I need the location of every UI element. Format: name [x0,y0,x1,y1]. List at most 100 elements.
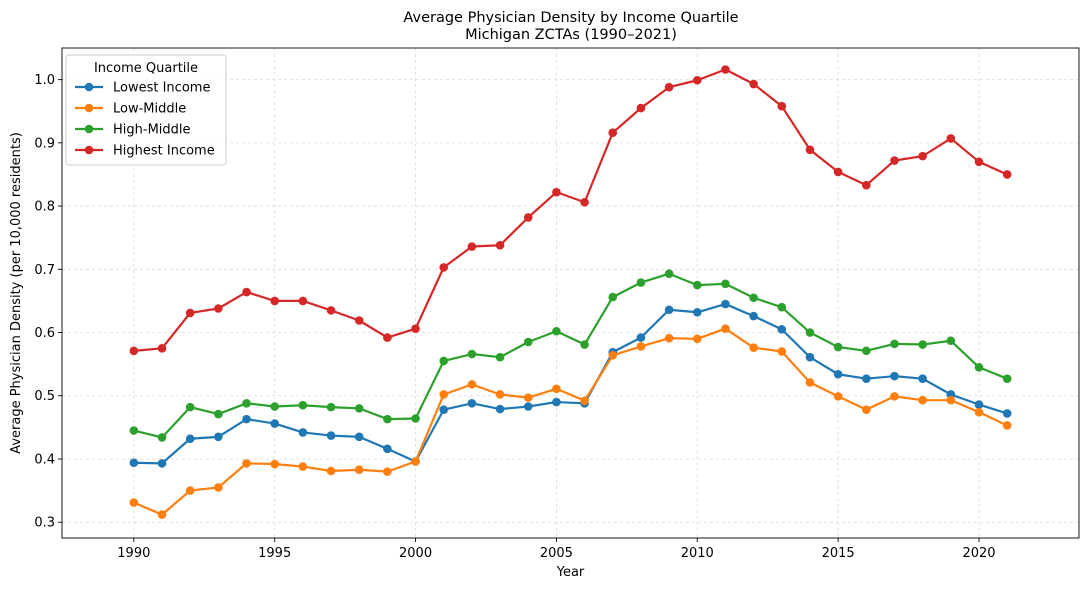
data-point-high-middle [523,337,533,347]
data-point-high-middle [354,404,364,413]
series-highest-income [129,65,1012,356]
data-point-lowest-income [185,434,195,444]
data-point-high-middle [298,400,308,410]
data-point-lowest-income [692,307,702,317]
data-point-low-middle [467,380,477,389]
data-point-lowest-income [805,352,815,362]
legend-label: Highest Income [113,144,215,159]
data-point-low-middle [552,384,561,394]
data-point-highest-income [185,308,195,318]
data-point-highest-income [439,263,449,272]
legend-swatch-marker [84,145,94,155]
data-point-low-middle [298,462,308,471]
x-tick-label: 1995 [258,546,291,561]
x-tick-label: 2010 [681,546,714,561]
data-point-low-middle [974,407,984,417]
data-point-high-middle [890,339,899,349]
legend-item-high-middle: High-Middle [75,123,191,138]
data-point-highest-income [411,324,420,334]
data-point-low-middle [664,333,674,343]
data-point-low-middle [383,467,392,476]
data-point-high-middle [777,302,787,312]
y-tick-label: 1.0 [34,73,55,88]
legend-swatch-marker [84,103,94,113]
data-point-low-middle [523,393,533,402]
data-point-lowest-income [974,400,984,409]
data-point-low-middle [185,486,195,495]
data-point-low-middle [692,334,702,344]
data-point-high-middle [608,292,618,302]
data-point-low-middle [580,396,589,406]
data-point-high-middle [918,340,927,349]
data-point-highest-income [664,82,674,92]
data-point-lowest-income [890,371,899,381]
series-lowest-income [129,299,1012,468]
data-point-highest-income [749,79,758,89]
data-point-low-middle [354,465,364,475]
series-low-middle [129,324,1012,519]
grid [62,48,1079,538]
data-point-highest-income [467,242,477,251]
data-point-highest-income [890,156,899,165]
legend-item-low-middle: Low-Middle [75,102,186,117]
data-point-lowest-income [326,431,336,440]
data-point-highest-income [495,240,505,250]
data-point-low-middle [157,510,167,519]
data-point-low-middle [862,405,871,414]
y-tick-label: 0.7 [34,263,55,278]
legend-title: Income Quartile [94,61,198,76]
data-point-lowest-income [157,459,167,468]
series-line-highest-income [133,68,1008,352]
data-point-lowest-income [214,432,223,442]
y-tick-label: 0.5 [34,389,55,404]
data-point-lowest-income [833,369,843,379]
y-tick-label: 0.9 [34,136,55,151]
data-point-lowest-income [439,405,449,414]
data-point-high-middle [692,280,702,290]
data-point-highest-income [1002,170,1012,179]
data-point-high-middle [270,402,279,411]
data-point-highest-income [383,333,392,342]
y-tick-label: 0.3 [34,516,55,531]
data-point-highest-income [129,346,139,356]
legend-label: High-Middle [113,123,191,138]
data-point-low-middle [946,395,956,405]
data-point-low-middle [777,347,787,356]
chart-subtitle: Michigan ZCTAs (1990–2021) [465,27,677,43]
data-point-high-middle [946,336,956,346]
data-point-high-middle [411,414,420,423]
data-point-lowest-income [383,444,392,454]
data-point-low-middle [721,324,730,334]
series-layer [129,65,1012,519]
legend-item-lowest-income: Lowest Income [75,81,210,96]
data-point-highest-income [636,103,646,113]
data-point-high-middle [157,433,167,442]
y-tick-label: 0.8 [34,200,55,215]
series-line-low-middle [133,327,1008,516]
data-point-highest-income [523,213,533,222]
data-point-lowest-income [664,305,674,315]
data-point-high-middle [326,402,336,412]
data-point-high-middle [721,279,730,289]
data-point-highest-income [608,128,618,138]
plot-frame [61,47,1080,539]
y-tick-label: 0.6 [34,326,55,341]
y-axis-label: Average Physician Density (per 10,000 re… [9,132,24,454]
data-point-high-middle [185,402,195,412]
data-point-high-middle [383,414,392,424]
x-tick-label: 1990 [117,546,150,561]
data-point-highest-income [326,306,336,315]
data-point-high-middle [129,426,139,435]
data-point-low-middle [636,342,646,351]
data-point-high-middle [580,340,589,349]
data-point-lowest-income [354,432,364,442]
legend-items: Lowest Income Low-Middle High-Middle Highes… [75,81,215,159]
data-point-highest-income [777,101,787,111]
data-point-lowest-income [918,374,927,383]
data-point-highest-income [692,75,702,85]
data-point-highest-income [354,316,364,325]
series-high-middle [129,269,1012,442]
data-point-lowest-income [298,428,308,437]
data-point-lowest-income [721,299,730,309]
data-point-low-middle [1002,421,1012,430]
